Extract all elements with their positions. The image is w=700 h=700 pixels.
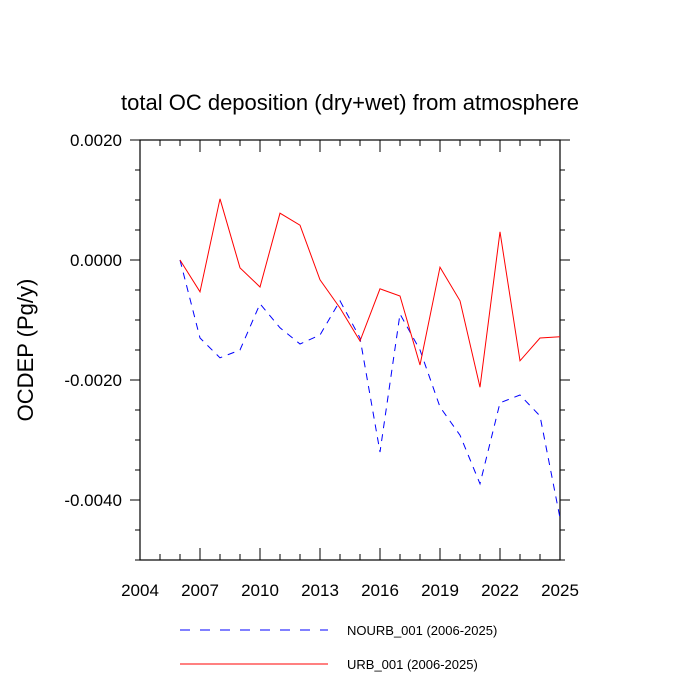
legend-label: URB_001 (2006-2025) bbox=[347, 657, 478, 672]
x-tick-label: 2025 bbox=[541, 581, 579, 600]
x-tick-label: 2004 bbox=[121, 581, 159, 600]
y-tick-label: -0.0020 bbox=[64, 371, 122, 390]
x-tick-label: 2019 bbox=[421, 581, 459, 600]
y-tick-label: 0.0020 bbox=[70, 131, 122, 150]
y-tick-label: 0.0000 bbox=[70, 251, 122, 270]
series-layer bbox=[179, 198, 561, 519]
x-tick-label: 2013 bbox=[301, 581, 339, 600]
x-tick-label: 2016 bbox=[361, 581, 399, 600]
ticks-layer: 2004 2007 2010 2013 2016 2019 2022 2025 0.0020 0.… bbox=[64, 131, 579, 600]
series-line-nourb-001 bbox=[179, 259, 561, 519]
y-tick-label: -0.0040 bbox=[64, 491, 122, 510]
x-tick-label: 2022 bbox=[481, 581, 519, 600]
x-tick-label: 2007 bbox=[181, 581, 219, 600]
plot-frame bbox=[139, 139, 561, 561]
y-axis-label: OCDEP (Pg/y) bbox=[13, 279, 38, 422]
x-tick-label: 2010 bbox=[241, 581, 279, 600]
chart-title: total OC deposition (dry+wet) from atmos… bbox=[121, 90, 579, 115]
legend-label: NOURB_001 (2006-2025) bbox=[347, 623, 497, 638]
series-line-urb-001 bbox=[179, 198, 561, 388]
legend: NOURB_001 (2006-2025) URB_001 (2006-2025) bbox=[180, 623, 497, 672]
